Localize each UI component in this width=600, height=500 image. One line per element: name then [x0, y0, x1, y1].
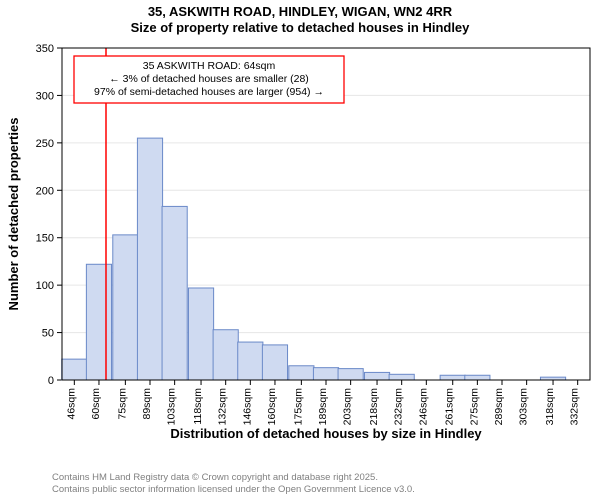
- histogram-bar: [313, 368, 338, 380]
- histogram-bar: [364, 372, 389, 380]
- histogram-bar: [86, 264, 111, 380]
- histogram-bar: [62, 359, 87, 380]
- histogram-bar: [162, 206, 187, 380]
- histogram-bar: [262, 345, 287, 380]
- svg-text:246sqm: 246sqm: [417, 388, 429, 426]
- annotation-line: 35 ASKWITH ROAD: 64sqm: [143, 60, 276, 72]
- histogram-bar: [238, 342, 263, 380]
- chart-container: 0 50 100 150 200 250 300 350 46sqm 60sqm 75sqm 89sq…: [0, 42, 600, 460]
- svg-text:0: 0: [48, 375, 54, 387]
- credits-line2: Contains public sector information licen…: [52, 484, 415, 496]
- svg-text:275sqm: 275sqm: [468, 388, 480, 426]
- histogram-bar: [465, 375, 490, 380]
- svg-text:118sqm: 118sqm: [192, 388, 204, 425]
- histogram-bar: [338, 369, 363, 380]
- histogram-bar: [440, 375, 465, 380]
- svg-text:146sqm: 146sqm: [241, 388, 253, 426]
- chart-title-block: 35, ASKWITH ROAD, HINDLEY, WIGAN, WN2 4R…: [0, 0, 600, 37]
- svg-text:303sqm: 303sqm: [518, 388, 530, 426]
- svg-text:175sqm: 175sqm: [292, 388, 304, 426]
- svg-text:150: 150: [36, 233, 54, 245]
- svg-text:60sqm: 60sqm: [90, 388, 102, 420]
- svg-text:46sqm: 46sqm: [65, 388, 77, 420]
- svg-text:289sqm: 289sqm: [493, 388, 505, 426]
- svg-text:261sqm: 261sqm: [444, 388, 456, 426]
- svg-text:300: 300: [36, 90, 54, 102]
- svg-text:232sqm: 232sqm: [393, 388, 405, 426]
- svg-text:100: 100: [36, 280, 54, 292]
- svg-text:103sqm: 103sqm: [166, 388, 178, 426]
- y-axis-label: Number of detached properties: [6, 118, 21, 311]
- svg-text:50: 50: [42, 328, 54, 340]
- annotation-line: ← 3% of detached houses are smaller (28): [109, 73, 309, 85]
- svg-text:75sqm: 75sqm: [116, 388, 128, 420]
- svg-text:89sqm: 89sqm: [141, 388, 153, 420]
- svg-text:132sqm: 132sqm: [217, 388, 229, 426]
- svg-text:189sqm: 189sqm: [317, 388, 329, 426]
- annotation-line: 97% of semi-detached houses are larger (…: [94, 86, 324, 98]
- svg-text:250: 250: [36, 138, 54, 150]
- credits-line1: Contains HM Land Registry data © Crown c…: [52, 472, 415, 484]
- title-subtitle: Size of property relative to detached ho…: [0, 20, 600, 36]
- svg-text:200: 200: [36, 185, 54, 197]
- histogram-bar: [213, 330, 238, 380]
- histogram-bar: [389, 374, 414, 380]
- svg-text:203sqm: 203sqm: [342, 388, 354, 426]
- histogram-bar: [289, 366, 314, 380]
- histogram-svg: 0 50 100 150 200 250 300 350 46sqm 60sqm 75sqm 89sq…: [0, 42, 600, 460]
- svg-text:350: 350: [36, 43, 54, 55]
- histogram-bar: [137, 138, 162, 380]
- svg-text:318sqm: 318sqm: [544, 388, 556, 426]
- histogram-bar: [113, 235, 138, 380]
- x-axis-label: Distribution of detached houses by size …: [170, 426, 482, 441]
- svg-text:218sqm: 218sqm: [368, 388, 380, 426]
- credits-block: Contains HM Land Registry data © Crown c…: [52, 472, 415, 496]
- svg-text:332sqm: 332sqm: [569, 388, 581, 426]
- histogram-bar: [188, 288, 213, 380]
- title-address: 35, ASKWITH ROAD, HINDLEY, WIGAN, WN2 4R…: [0, 4, 600, 20]
- svg-text:160sqm: 160sqm: [266, 388, 278, 426]
